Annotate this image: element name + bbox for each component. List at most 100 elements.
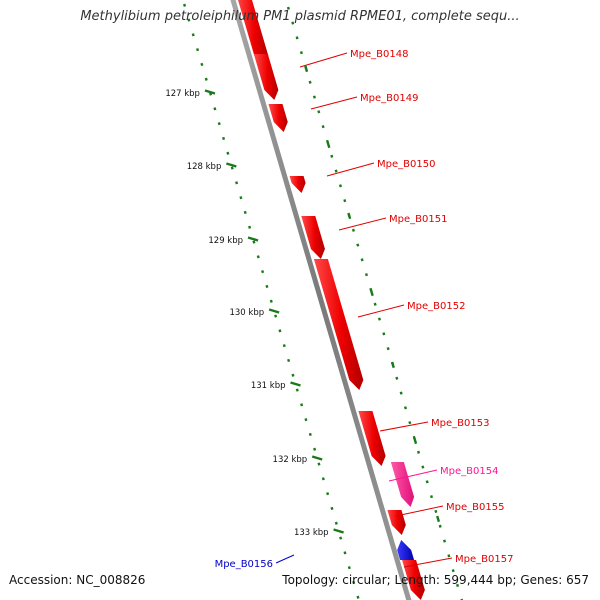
guide-dot (408, 421, 412, 425)
scale-dot (239, 196, 243, 200)
gene-arrow-mpe_b0151[interactable] (301, 216, 325, 259)
gene-track (237, 0, 425, 600)
gene-label-line (379, 421, 429, 432)
scale-dot (261, 270, 265, 274)
scale-label: 129 kbp (208, 236, 243, 246)
guide-dot (434, 509, 438, 514)
gene-arrow-mpe_b0148[interactable] (253, 54, 279, 100)
guide-dot (295, 36, 299, 40)
gene-label-line (326, 162, 375, 177)
scale-dot (243, 210, 247, 215)
gene-label[interactable]: Mpe_B0157 (455, 554, 513, 565)
guide-dot (360, 258, 364, 262)
gene-label[interactable]: Mpe_B0149 (360, 93, 418, 104)
gene-arrow-mpe_b0149[interactable] (268, 104, 288, 132)
scale-dot (191, 33, 195, 37)
scale-dot (200, 62, 204, 67)
scale-track: 127 kbp 128 kbp 129 kbp 130 kbp 131 kbp 132 k… (165, 3, 464, 600)
gene-label[interactable]: Mpe_B0153 (431, 418, 489, 429)
guide-dot (334, 169, 338, 173)
scale-dot (352, 580, 356, 585)
gene-label[interactable]: Mpe_B0154 (440, 466, 498, 477)
gene-arrow-mpe_b0155[interactable] (387, 510, 406, 535)
guide-dot (364, 273, 368, 277)
scale-dot (295, 388, 299, 392)
guide-dot (395, 376, 399, 380)
guide-dot (443, 539, 447, 543)
scale-major-tick (226, 162, 237, 168)
scale-dot (326, 492, 330, 496)
guide-dot (356, 243, 360, 247)
scale-dot (226, 151, 230, 155)
gene-arrow-mpe_b0153[interactable] (358, 411, 386, 466)
guide-dot (460, 598, 464, 600)
gene-label-line (299, 52, 348, 68)
guide-dot (438, 524, 442, 528)
gene-arrow-mpe_b0157[interactable] (402, 560, 425, 600)
guide-dot (299, 51, 303, 55)
gene-label[interactable]: Mpe_B0148 (350, 49, 408, 60)
scale-dot (252, 240, 256, 244)
gene-label-line (388, 469, 438, 482)
scale-dot (321, 477, 325, 481)
scale-label: 128 kbp (187, 162, 222, 172)
scale-dot (183, 3, 187, 7)
gene-label-line (395, 505, 444, 517)
guide-dot (382, 332, 386, 336)
guide-dot (386, 347, 390, 351)
gene-arrow-mpe_b0152[interactable] (313, 259, 364, 390)
scale-label: 133 kbp (294, 528, 329, 538)
gene-label-line (357, 304, 405, 318)
guide-dot (338, 184, 342, 188)
guide-tick (347, 212, 352, 220)
scale-dot (217, 122, 221, 126)
guide-dot (321, 125, 325, 129)
guide-dot (403, 406, 408, 410)
gene-label[interactable]: Mpe_B0150 (377, 159, 435, 170)
gene-label[interactable]: Mpe_B0151 (389, 214, 447, 225)
scale-dot (269, 299, 273, 303)
scale-dot (213, 107, 217, 111)
scale-label: 127 kbp (165, 89, 200, 99)
gene-label[interactable]: Mpe_B0156 (215, 559, 273, 570)
scale-label: 130 kbp (229, 308, 264, 318)
scale-dot (313, 447, 317, 451)
guide-dot (317, 110, 321, 114)
scale-dot (196, 48, 200, 52)
guide-dot (425, 480, 429, 484)
scale-major-tick (247, 236, 259, 242)
scale-label: 131 kbp (251, 381, 286, 391)
scale-dot (291, 373, 295, 377)
gene-arrow-partial[interactable] (237, 0, 269, 56)
guide-dot (351, 228, 355, 232)
scale-label: 132 kbp (273, 455, 308, 465)
scale-major-tick (311, 455, 323, 461)
scale-dot (343, 551, 347, 555)
gene-arrow-mpe_b0154[interactable] (390, 462, 415, 507)
scale-dot (274, 314, 278, 318)
gene-label-line (275, 554, 295, 564)
guide-dot (451, 569, 455, 573)
scale-dot (330, 506, 334, 511)
summary-label: Topology: circular; Length: 599,444 bp; … (282, 573, 589, 587)
gene-label[interactable]: Mpe_B0155 (446, 502, 504, 513)
guide-dot (373, 302, 377, 306)
guide-dot (308, 80, 312, 84)
guide-dot (291, 21, 295, 25)
guide-dot (330, 154, 334, 158)
scale-dot (347, 566, 351, 570)
guide-tick (369, 289, 374, 297)
scale-major-tick (204, 89, 216, 95)
guide-tick (304, 65, 309, 73)
guide-dot (286, 6, 290, 10)
scale-dot (287, 358, 291, 363)
scale-dot (278, 329, 282, 333)
gene-label[interactable]: Mpe_B0152 (407, 301, 465, 312)
scale-dot (304, 418, 308, 422)
guide-dot (421, 465, 425, 469)
gene-arrow-mpe_b0150[interactable] (289, 176, 306, 193)
scale-dot (222, 136, 226, 141)
gene-arrow-mpe_b0156[interactable] (397, 540, 415, 560)
scale-dot (356, 595, 360, 599)
